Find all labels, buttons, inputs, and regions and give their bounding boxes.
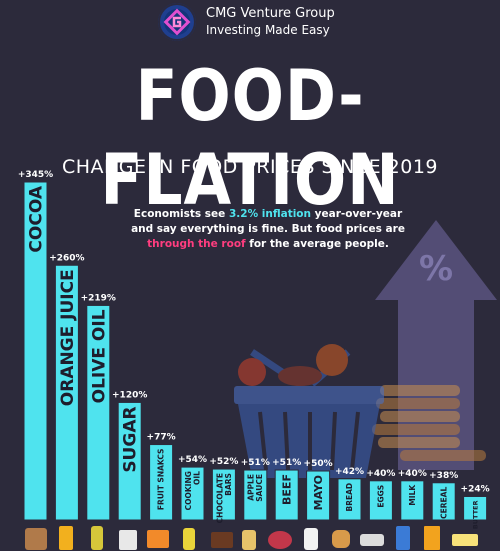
bar-label: APPLE [247, 474, 256, 501]
blurb-emphasis-highlight: through the roof [147, 238, 246, 250]
data-label: +38% [429, 471, 458, 481]
mayo-jar-icon [304, 528, 318, 550]
percent-symbol: % [419, 249, 453, 289]
bar-label: CEREAL [439, 487, 448, 519]
brand-tagline: Investing Made Easy [206, 23, 330, 37]
bar-label: COOKING [184, 471, 193, 510]
data-label: +120% [112, 390, 147, 400]
bar-9 [306, 470, 331, 521]
brand-name: CMG Venture Group [206, 6, 335, 21]
data-label: +40% [366, 469, 395, 479]
data-label: +42% [335, 467, 364, 477]
beef-icon [268, 531, 292, 549]
bar-12 [400, 480, 425, 521]
bar-13 [431, 482, 456, 521]
butter-icon [452, 534, 478, 546]
cooking-oil-icon [183, 528, 195, 550]
apple-sauce-icon [242, 530, 256, 550]
bar-label: COCOA [26, 185, 46, 252]
cmg-logo-icon [158, 3, 196, 41]
bar-0 [23, 181, 48, 521]
bar-5 [180, 466, 205, 521]
data-label: +51% [241, 458, 270, 468]
shopping-basket-icon [234, 344, 384, 478]
data-label: +219% [81, 293, 116, 303]
chocolate-bar-icon [211, 532, 233, 548]
data-label: +345% [18, 170, 53, 180]
blurb-text: Economists see [133, 208, 229, 220]
bar-10 [337, 478, 362, 521]
cereal-box-icon [424, 526, 440, 550]
bar-label: OIL [192, 471, 201, 485]
data-label: +54% [178, 455, 207, 465]
eggs-icon [360, 534, 384, 546]
bar-1 [54, 264, 79, 521]
coin-stack-icon [372, 385, 486, 461]
blurb-inflation-highlight: 3.2% inflation [228, 208, 311, 220]
milk-icon [396, 526, 410, 550]
bar-label: ORANGE JUICE [58, 269, 78, 406]
bar-label: SAUCE [255, 474, 264, 502]
description-blurb: Economists see 3.2% inflation year-over-… [128, 207, 408, 252]
cocoa-bag-icon [25, 528, 47, 550]
data-label: +50% [304, 459, 333, 469]
bar-7 [243, 469, 268, 521]
blurb-text: year-over-year and say everything is fin… [131, 208, 405, 235]
bar-6 [211, 468, 236, 521]
page-title: FOOD-FLATION [100, 55, 400, 221]
bar-11 [368, 480, 393, 521]
bar-8 [274, 469, 299, 521]
olive-oil-icon [91, 526, 103, 550]
bar-label: BARS [224, 473, 233, 496]
bar-label: CHOCOLATE [215, 473, 224, 523]
bar-3 [117, 401, 142, 521]
bar-label: BREAD [345, 483, 354, 512]
bar-label: BUTTER [471, 500, 479, 529]
orange-juice-icon [59, 526, 73, 550]
bar-label: OLIVE OIL [89, 309, 109, 403]
bar-label: FRUIT SNAKCS [157, 449, 166, 511]
data-label: +260% [49, 253, 84, 263]
data-label: +40% [398, 469, 427, 479]
bar-label: SUGAR [121, 406, 141, 472]
bar-2 [86, 304, 111, 521]
data-label: +77% [147, 433, 176, 443]
bar-label: MILK [408, 484, 417, 506]
blurb-text: for the average people. [245, 238, 389, 250]
bar-4 [149, 444, 174, 521]
bar-label: BEEF [281, 474, 294, 505]
data-label: +52% [209, 457, 238, 467]
chart-subtitle: CHANGE IN FOOD PRICES SINCE 2019 [61, 156, 439, 178]
data-label: +24% [461, 484, 490, 494]
bread-icon [332, 530, 350, 548]
sugar-bag-icon [119, 530, 137, 550]
header: CMG Venture Group Investing Made Easy [0, 0, 500, 50]
bar-label: MAYO [312, 475, 325, 510]
bar-14 [463, 495, 488, 521]
data-label: +51% [272, 458, 301, 468]
fruit-snacks-icon [147, 530, 169, 548]
bar-label: EGGS [377, 485, 386, 508]
